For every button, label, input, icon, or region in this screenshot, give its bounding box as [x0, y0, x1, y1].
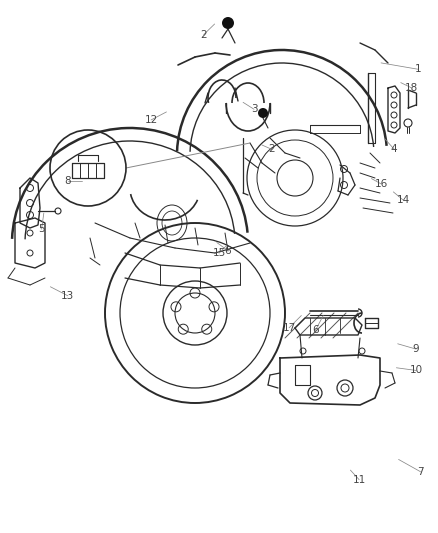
Text: 6: 6: [224, 246, 231, 255]
Text: 11: 11: [353, 475, 366, 484]
Text: 5: 5: [38, 224, 45, 234]
Text: 16: 16: [374, 179, 388, 189]
Text: 4: 4: [391, 144, 398, 154]
Text: 17: 17: [283, 323, 296, 333]
Text: 6: 6: [312, 326, 319, 335]
Text: 18: 18: [405, 83, 418, 93]
Text: 12: 12: [145, 115, 158, 125]
Text: 1: 1: [415, 64, 422, 74]
Text: 3: 3: [251, 104, 258, 114]
Text: 10: 10: [410, 366, 423, 375]
Text: 8: 8: [64, 176, 71, 186]
Circle shape: [258, 108, 268, 118]
Circle shape: [222, 17, 234, 29]
Text: 7: 7: [417, 467, 424, 477]
Text: 2: 2: [200, 30, 207, 39]
Text: 9: 9: [413, 344, 420, 354]
Text: 15: 15: [212, 248, 226, 258]
Text: 2: 2: [268, 144, 275, 154]
Text: 14: 14: [396, 195, 410, 205]
Text: 13: 13: [61, 291, 74, 301]
